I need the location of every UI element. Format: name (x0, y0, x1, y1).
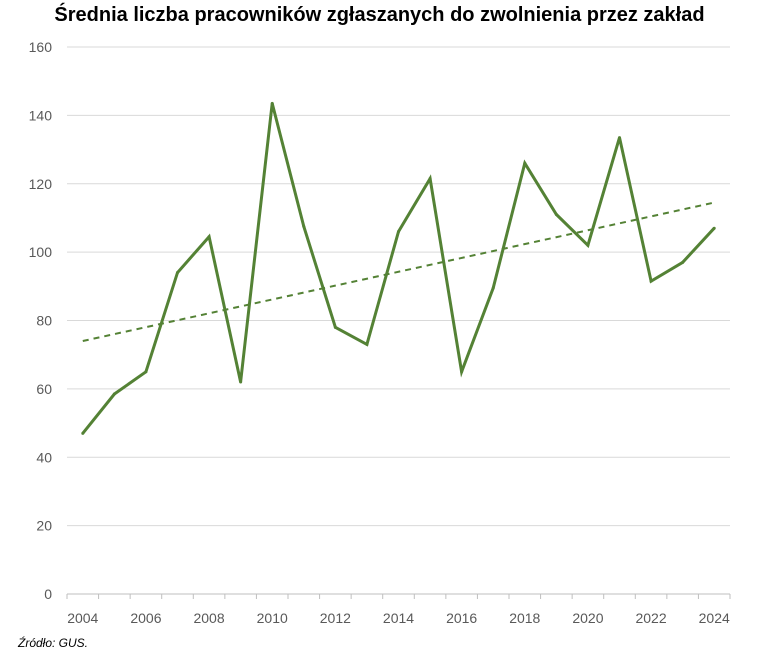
data-point (681, 260, 685, 264)
y-tick-label: 100 (29, 244, 53, 260)
x-tick-label: 2010 (257, 610, 288, 626)
data-point (270, 101, 274, 105)
gridlines (67, 46, 730, 527)
x-tick-label: 2016 (446, 610, 477, 626)
data-point (239, 380, 243, 384)
data-point (649, 279, 653, 283)
x-tick-label: 2004 (67, 610, 98, 626)
data-point (333, 325, 337, 329)
x-tick-label: 2008 (193, 610, 224, 626)
x-tick-label: 2006 (130, 610, 161, 626)
data-point (112, 392, 116, 396)
series-group (81, 101, 716, 435)
x-tick-label: 2020 (572, 610, 603, 626)
trendline-group (82, 201, 715, 342)
y-tick-label: 40 (36, 449, 52, 465)
x-tick-label: 2014 (383, 610, 414, 626)
data-point (460, 370, 464, 374)
y-tick-label: 60 (36, 381, 52, 397)
chart-title: Średnia liczba pracowników zgłaszanych d… (54, 4, 705, 26)
data-point (365, 342, 369, 346)
data-point (428, 177, 432, 181)
series-line (81, 103, 716, 435)
data-point (523, 161, 527, 165)
data-point (712, 226, 716, 230)
y-tick-label: 160 (29, 39, 53, 55)
x-tick-label: 2018 (509, 610, 540, 626)
x-tick-label: 2012 (320, 610, 351, 626)
data-point (554, 213, 558, 217)
data-point (586, 243, 590, 247)
data-point (491, 286, 495, 290)
x-tick-labels: 2004 2006 2008 2010 2012 2014 2016 2018 2020 2022… (67, 610, 730, 626)
x-tick-label: 2024 (699, 610, 730, 626)
y-tick-label: 120 (29, 176, 53, 192)
data-point (144, 370, 148, 374)
y-tick-label: 0 (44, 586, 52, 602)
y-tick-labels: 0 20 40 60 80 100 120 140 160 (29, 39, 53, 602)
source-note: Źródło: GUS. (18, 636, 89, 650)
x-axis (66, 593, 731, 599)
data-point (302, 224, 306, 228)
data-point (397, 230, 400, 234)
data-point (618, 136, 621, 140)
trendline (82, 201, 715, 342)
y-tick-label: 140 (29, 107, 53, 123)
x-tick-label: 2022 (635, 610, 666, 626)
data-point (207, 235, 211, 239)
y-tick-label: 80 (36, 313, 52, 329)
data-point (81, 431, 85, 435)
y-tick-label: 20 (36, 518, 52, 534)
data-point (176, 271, 179, 275)
